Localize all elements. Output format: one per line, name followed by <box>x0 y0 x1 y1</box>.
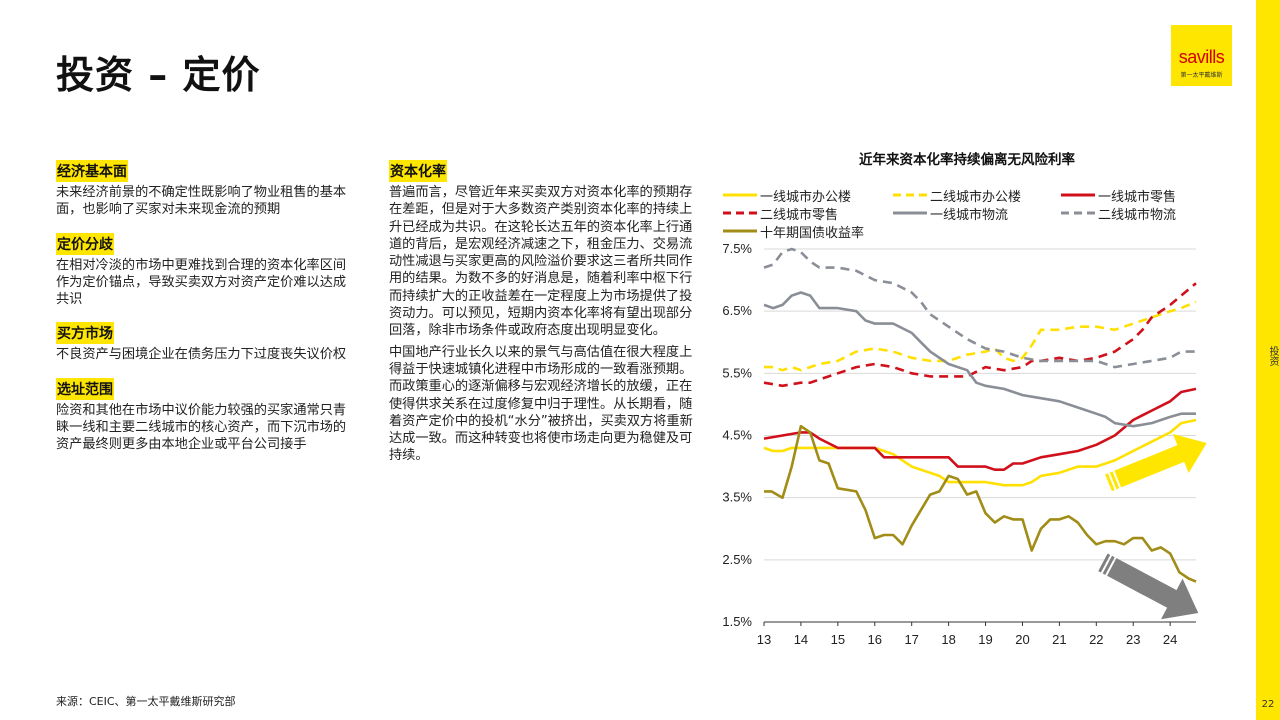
x-tick-label: 24 <box>1163 632 1177 647</box>
legend-label: 十年期国债收益率 <box>760 225 865 241</box>
legend-item: 一线城市零售 <box>1060 186 1177 205</box>
page-number: 22 <box>1261 699 1275 710</box>
y-tick-label: 5.5% <box>722 365 752 380</box>
side-accent-bar <box>1256 0 1280 720</box>
logo-subtitle: 第一太平戴维斯 <box>1180 72 1223 79</box>
legend-swatch <box>723 229 757 233</box>
section-heading: 选址范围 <box>56 377 114 400</box>
section-text: 在相对冷淡的市场中更难找到合理的资本化率区间作为定价锚点，导致买卖双方对资产定价… <box>56 257 347 308</box>
legend-swatch <box>723 211 757 215</box>
series-line-6 <box>764 424 1197 583</box>
section-side-label: 投资 <box>1267 346 1278 366</box>
section-economic-fundamentals: 经济基本面 未来经济前景的不确定性既影响了物业租售的基本面，也影响了买家对未来现… <box>56 160 356 219</box>
legend-item: 二线城市零售 <box>722 204 839 223</box>
section-heading-cap-rate: 资本化率 <box>389 160 447 182</box>
section-location-scope: 选址范围 险资和其他在市场中议价能力较强的买家通常只青睐一线和主要二线城市的核心… <box>56 377 356 454</box>
series-line-5 <box>763 247 1196 369</box>
legend-label: 一线城市物流 <box>930 207 1009 223</box>
middle-column: 资本化率 普遍而言，尽管近年来买卖双方对资本化率的预期存在差距，但是对于大多数资… <box>389 160 695 469</box>
x-tick-label: 19 <box>978 632 992 647</box>
page-title: 投资 – 定价 <box>56 53 261 97</box>
legend-swatch <box>893 211 927 215</box>
y-tick-label: 7.5% <box>722 241 752 256</box>
x-tick-label: 17 <box>904 632 918 647</box>
series-line-2 <box>763 387 1197 471</box>
section-heading: 经济基本面 <box>56 160 128 182</box>
x-tick-label: 16 <box>868 632 882 647</box>
legend-item: 二线城市办公楼 <box>892 186 1022 205</box>
legend-item: 一线城市办公楼 <box>722 186 852 205</box>
savills-logo: savills 第一太平戴维斯 <box>1171 25 1232 86</box>
y-tick-label: 4.5% <box>722 428 752 443</box>
chart-legend: 一线城市办公楼 二线城市办公楼 一线城市零售二线城市零售 一线城市物流 二线城市物流十年… <box>722 186 1242 242</box>
section-text: 未来经济前景的不确定性既影响了物业租售的基本面，也影响了买家对未来现金流的预期 <box>56 185 347 218</box>
x-tick-label: 21 <box>1052 632 1066 647</box>
legend-item: 一线城市物流 <box>892 204 1009 223</box>
legend-label: 一线城市办公楼 <box>760 189 852 205</box>
left-column: 经济基本面 未来经济前景的不确定性既影响了物业租售的基本面，也影响了买家对未来现… <box>56 160 356 468</box>
chart-title: 近年来资本化率持续偏离无风险利率 <box>859 152 1075 168</box>
legend-swatch <box>893 193 927 197</box>
legend-swatch <box>1061 211 1095 215</box>
legend-swatch <box>1061 193 1095 197</box>
x-tick-label: 13 <box>757 632 771 647</box>
x-tick-label: 18 <box>941 632 955 647</box>
section-heading: 定价分歧 <box>56 232 114 255</box>
section-text: 险资和其他在市场中议价能力较强的买家通常只青睐一线和主要二线城市的核心资产，而下… <box>56 402 347 453</box>
x-tick-label: 15 <box>831 632 845 647</box>
legend-label: 二线城市零售 <box>760 207 839 223</box>
x-tick-label: 22 <box>1089 632 1103 647</box>
line-chart: 1.5% 2.5% 3.5% 4.5% 5.5% 6.5% 7.5% 13 14 15 16 17 18… <box>722 241 1207 647</box>
x-tick-label: 23 <box>1126 632 1140 647</box>
source-note: 来源：CEIC、第一太平戴维斯研究部 <box>56 695 236 708</box>
legend-swatch <box>723 193 757 197</box>
series-line-4 <box>763 291 1196 428</box>
trend-arrow-down-icon <box>1098 553 1199 620</box>
y-tick-label: 2.5% <box>722 552 752 567</box>
paragraph: 普遍而言，尽管近年来买卖双方对资本化率的预期存在差距，但是对于大多数资产类别资本… <box>389 185 693 339</box>
section-text: 不良资产与困境企业在债务压力下过度丧失议价权 <box>56 347 347 363</box>
series-line-0 <box>763 418 1197 487</box>
legend-item: 二线城市物流 <box>1060 204 1177 223</box>
y-tick-label: 3.5% <box>722 490 752 505</box>
paragraph: 中国地产行业长久以来的景气与高估值在很大程度上得益于快速城镇化进程中市场形成的一… <box>389 344 693 464</box>
series-line-3 <box>763 282 1197 388</box>
section-heading: 买方市场 <box>56 322 114 345</box>
legend-label: 二线城市办公楼 <box>930 189 1022 205</box>
y-tick-label: 6.5% <box>722 303 752 318</box>
trend-arrow-up-icon <box>1105 434 1207 492</box>
legend-label: 二线城市物流 <box>1098 207 1177 223</box>
legend-label: 一线城市零售 <box>1098 189 1177 205</box>
y-tick-label: 1.5% <box>722 614 752 629</box>
x-tick-label: 14 <box>794 632 808 647</box>
logo-wordmark: savills <box>1178 47 1225 67</box>
series-line-1 <box>764 300 1197 372</box>
legend-item: 十年期国债收益率 <box>722 222 865 241</box>
section-pricing-divergence: 定价分歧 在相对冷淡的市场中更难找到合理的资本化率区间作为定价锚点，导致买卖双方… <box>56 232 356 309</box>
section-buyers-market: 买方市场 不良资产与困境企业在债务压力下过度丧失议价权 <box>56 322 356 363</box>
x-tick-label: 20 <box>1015 632 1029 647</box>
